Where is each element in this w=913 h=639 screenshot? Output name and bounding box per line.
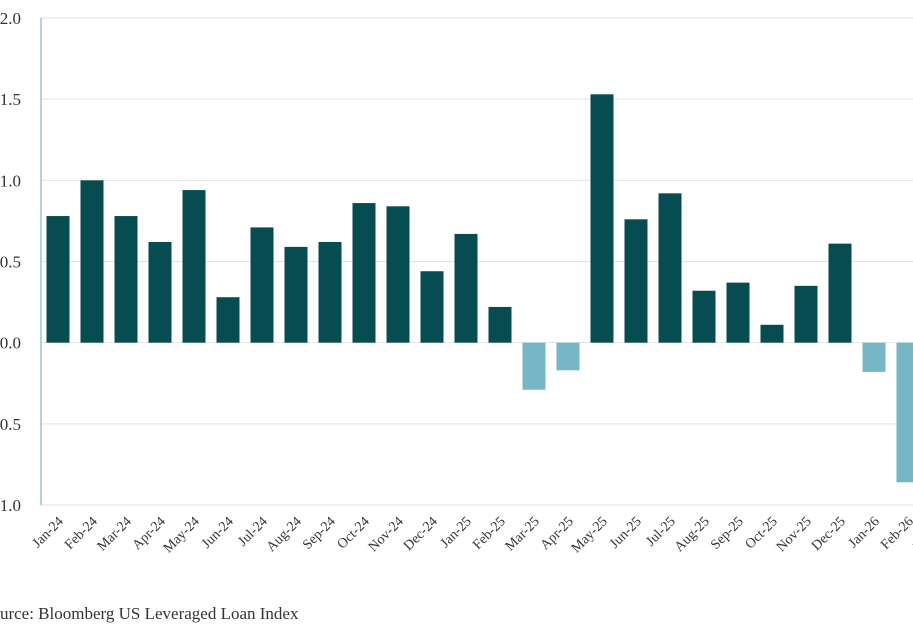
- bar-aug-24: [284, 246, 308, 343]
- bar-jun-25: [624, 219, 648, 343]
- y-tick-labels: -1.0 -0.5 0.0 0.5 1.0 1.5 2.0: [0, 9, 21, 515]
- x-tick-label: Mar-24: [95, 514, 135, 554]
- x-tick-label: Jan-26: [846, 514, 883, 551]
- x-tick-label: Jun-24: [199, 514, 237, 552]
- bar-apr-25: [556, 342, 580, 371]
- bar-may-24: [182, 190, 206, 343]
- x-tick-label: Dec-24: [401, 514, 441, 554]
- x-tick-label: May-25: [569, 514, 611, 556]
- x-tick-label: Aug-25: [672, 514, 713, 555]
- y-tick-label: -1.0: [0, 496, 21, 515]
- bar-jun-24: [216, 297, 240, 343]
- x-tick-label: Jan-24: [30, 514, 67, 551]
- bar-jan-25: [454, 233, 478, 343]
- monthly-returns-bar-chart: -1.0-0.50.00.51.01.52.0 Jan-24Feb-24Mar-…: [0, 9, 913, 556]
- bar-mar-25: [522, 342, 546, 390]
- x-tick-labels: Jan-24Feb-24Mar-24Apr-24May-24Jun-24Jul-…: [30, 514, 913, 556]
- x-tick-label: Sep-24: [300, 514, 339, 553]
- x-tick-label: Aug-24: [264, 514, 305, 555]
- bar-mar-24: [114, 216, 138, 343]
- bar-sep-24: [318, 242, 342, 343]
- y-tick-label: 0.0: [0, 334, 21, 353]
- bars: [46, 94, 913, 483]
- bar-may-25: [590, 94, 614, 343]
- bar-feb-24: [80, 180, 104, 343]
- bar-oct-25: [760, 324, 784, 343]
- bar-dec-25: [828, 243, 852, 343]
- x-tick-label: Sep-25: [708, 514, 747, 553]
- y-tick-label: 2.0: [0, 9, 21, 28]
- x-tick-label: Nov-24: [366, 514, 407, 555]
- x-tick-label: Jan-25: [438, 514, 475, 551]
- bar-jul-24: [250, 227, 274, 343]
- bar-dec-24: [420, 271, 444, 343]
- y-tick-label: 0.5: [0, 253, 21, 272]
- x-tick-label: Dec-25: [809, 514, 849, 554]
- source-note: Source: Bloomberg US Leveraged Loan Inde…: [0, 604, 299, 623]
- bar-feb-25: [488, 306, 512, 343]
- y-tick-label: 1.5: [0, 90, 21, 109]
- x-tick-label: Nov-25: [774, 514, 815, 555]
- x-tick-label: Jun-25: [607, 514, 645, 552]
- bar-feb-26: [896, 342, 913, 483]
- bar-jul-25: [658, 193, 682, 343]
- x-tick-label: Feb-24: [62, 514, 101, 553]
- y-tick-label: 1.0: [0, 171, 21, 190]
- x-tick-label: Feb-25: [470, 514, 509, 553]
- bar-aug-25: [692, 290, 716, 343]
- bar-nov-24: [386, 206, 410, 343]
- x-tick-label: Feb-26: [878, 514, 913, 553]
- bar-jan-24: [46, 216, 70, 343]
- bar-sep-25: [726, 282, 750, 343]
- y-tick-label: -0.5: [0, 415, 21, 434]
- bar-nov-25: [794, 285, 818, 343]
- x-tick-label: Mar-25: [503, 514, 543, 554]
- bar-apr-24: [148, 242, 172, 343]
- bar-oct-24: [352, 203, 376, 343]
- x-tick-label: May-24: [161, 514, 203, 556]
- bar-jan-26: [862, 342, 886, 372]
